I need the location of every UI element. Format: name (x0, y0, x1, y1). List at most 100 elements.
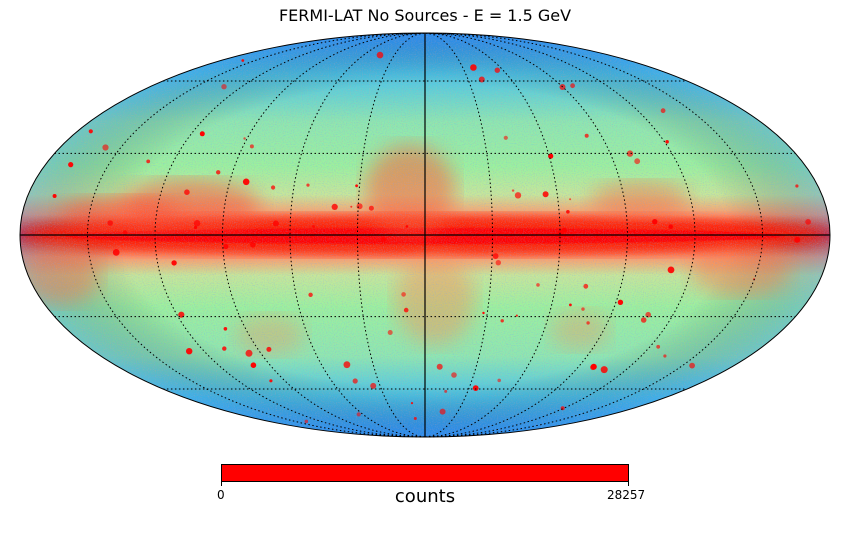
point-source (186, 348, 193, 355)
point-source (495, 260, 501, 266)
point-source (569, 303, 572, 307)
point-source (494, 67, 500, 73)
point-source (472, 385, 479, 391)
point-source (566, 210, 570, 214)
point-source (444, 389, 448, 393)
point-source (312, 225, 315, 228)
point-source (112, 249, 120, 256)
point-source (356, 203, 363, 210)
point-source (387, 330, 393, 335)
point-source (794, 236, 801, 243)
point-source (250, 242, 256, 248)
point-source (451, 372, 457, 378)
point-source (511, 189, 515, 192)
point-source (223, 327, 228, 331)
point-source (668, 224, 673, 229)
point-source (542, 191, 549, 198)
colorbar-max-tick (628, 482, 629, 486)
point-source (350, 205, 353, 208)
colorbar-min-tick (221, 482, 222, 486)
point-source (439, 408, 446, 415)
point-source (709, 231, 713, 235)
point-source (331, 203, 338, 210)
point-source (304, 419, 309, 424)
point-source (536, 283, 540, 287)
point-source (590, 363, 597, 370)
point-source (88, 129, 93, 134)
point-source (243, 137, 246, 140)
point-source (492, 253, 499, 259)
point-source (640, 317, 647, 323)
point-source (667, 266, 675, 274)
point-source (102, 144, 109, 151)
colorbar-max-label: 28257 (607, 488, 646, 502)
point-source (193, 220, 201, 227)
point-source (368, 205, 374, 211)
point-source (271, 185, 276, 190)
point-source (308, 292, 313, 297)
point-source (805, 219, 811, 225)
meridian-line (221, 32, 426, 438)
point-source (242, 178, 250, 186)
point-source (652, 219, 658, 225)
point-source (405, 225, 409, 228)
point-source (663, 354, 667, 358)
point-source (500, 319, 504, 323)
point-source (515, 314, 518, 317)
map-boundary (19, 32, 831, 438)
point-source (146, 159, 151, 164)
point-source (410, 402, 414, 405)
point-source (795, 184, 799, 188)
map-title: FERMI-LAT No Sources - E = 1.5 GeV (278, 6, 572, 25)
point-source (583, 283, 589, 289)
point-source (401, 292, 406, 297)
point-source (470, 64, 477, 71)
point-source (584, 133, 589, 138)
point-source (245, 349, 253, 357)
point-source (413, 417, 417, 420)
point-source (497, 378, 502, 383)
point-source (306, 183, 310, 187)
point-source (689, 362, 695, 369)
point-source (241, 59, 245, 62)
point-sources (52, 51, 811, 424)
point-source (380, 236, 387, 243)
point-source (478, 76, 485, 83)
colorbar-min-label: 0 (217, 488, 225, 502)
point-source (660, 108, 666, 114)
point-source (482, 311, 485, 315)
meridian-line (424, 32, 629, 438)
point-source (656, 344, 661, 349)
point-source (600, 366, 608, 374)
point-source (626, 150, 634, 157)
point-source (269, 379, 273, 383)
point-source (569, 198, 572, 201)
point-source (272, 220, 279, 227)
point-source (570, 83, 575, 89)
point-source (184, 189, 190, 195)
point-source (222, 346, 227, 351)
point-source (436, 363, 443, 370)
point-source (250, 362, 257, 369)
point-source (665, 140, 669, 144)
point-source (645, 311, 651, 318)
point-source (199, 131, 205, 137)
point-source (52, 194, 57, 198)
point-source (586, 321, 590, 325)
point-source (266, 346, 272, 352)
point-source (503, 135, 508, 140)
colorbar (221, 464, 629, 482)
point-source (634, 158, 641, 165)
point-source (68, 162, 74, 168)
point-source (403, 307, 409, 313)
point-source (216, 170, 221, 175)
point-source (557, 230, 564, 237)
point-source (356, 412, 361, 417)
point-source (221, 84, 227, 90)
point-source (352, 378, 358, 384)
point-source (560, 406, 565, 411)
point-source (223, 243, 229, 250)
point-source (581, 307, 585, 311)
colorbar-label: counts (394, 486, 456, 507)
